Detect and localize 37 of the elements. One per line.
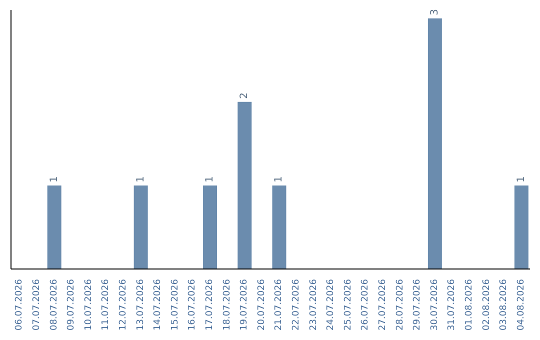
x-tick-label: 20.07.2026	[256, 278, 267, 331]
x-tick-label: 19.07.2026	[240, 278, 250, 331]
x-tick-label: 13.07.2026	[136, 278, 146, 331]
x-tick-label: 21.07.2026	[274, 278, 284, 331]
x-tick-label: 01.08.2026	[464, 278, 474, 331]
data-label: 2	[239, 92, 250, 99]
data-label: 1	[274, 176, 285, 182]
x-tick-label: 24.07.2026	[326, 278, 336, 331]
data-label: 1	[48, 176, 60, 182]
x-tick-label: 02.08.2026	[482, 278, 492, 331]
x-tick-label: 22.07.2026	[291, 278, 302, 331]
x-tick-label: 17.07.2026	[204, 278, 215, 331]
x-tick-label: 07.07.2026	[32, 278, 42, 331]
x-tick-label: 04.08.2026	[516, 278, 526, 331]
x-tick-label: 18.07.2026	[222, 278, 232, 331]
data-label: 1	[204, 176, 216, 182]
x-tick-label: 23.07.2026	[308, 278, 319, 331]
x-tick-label: 31.07.2026	[447, 278, 458, 331]
x-tick-label: 26.07.2026	[360, 278, 371, 331]
x-tick-label: 06.07.2026	[14, 278, 25, 331]
x-tick-label: 15.07.2026	[170, 278, 180, 331]
x-tick-label: 09.07.2026	[66, 278, 77, 331]
x-tick-label: 27.07.2026	[378, 278, 388, 331]
x-tick-label: 14.07.2026	[153, 278, 164, 331]
x-tick-label: 03.08.2026	[499, 278, 510, 331]
data-label: 3	[429, 8, 440, 16]
x-tick-label: 11.07.2026	[101, 278, 112, 331]
x-tick-label: 16.07.2026	[188, 278, 198, 331]
x-tick-label: 12.07.2026	[118, 278, 128, 331]
x-tick-label: 30.07.2026	[430, 278, 440, 331]
data-label: 1	[516, 176, 527, 182]
x-tick-label: 08.07.2026	[49, 278, 60, 331]
x-tick-label: 10.07.2026	[84, 278, 94, 331]
x-tick-label: 25.07.2026	[343, 278, 354, 331]
x-tick-label: 28.07.2026	[395, 278, 406, 331]
x-tick-label: 29.07.2026	[412, 278, 423, 331]
data-label: 1	[135, 176, 146, 182]
